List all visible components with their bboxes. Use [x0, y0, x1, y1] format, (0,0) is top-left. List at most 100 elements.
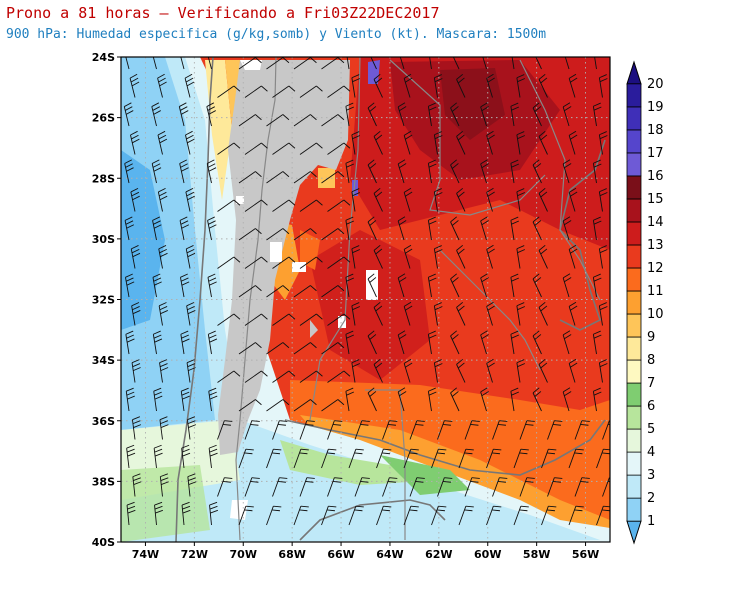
colorbar-swatch	[626, 313, 642, 338]
colorbar-label: 20	[647, 77, 664, 92]
wind-barb	[327, 256, 351, 269]
wind-barb	[126, 501, 136, 526]
wind-barb	[519, 477, 535, 497]
wind-barb	[299, 256, 323, 269]
wind-barb	[433, 188, 443, 212]
colorbar-swatch	[626, 405, 642, 430]
wind-barb	[592, 102, 602, 127]
wind-barb	[180, 57, 185, 70]
colorbar-label: 19	[647, 100, 664, 115]
wind-barb	[568, 301, 578, 326]
wind-barb	[492, 477, 508, 497]
wind-barb	[433, 302, 443, 326]
wind-barb	[598, 359, 608, 383]
wind-barb	[409, 420, 425, 440]
wind-barb	[568, 73, 578, 98]
wind-barb	[272, 477, 288, 497]
colorbar-swatch	[626, 359, 642, 384]
wind-barb	[125, 387, 135, 412]
wind-barb	[238, 448, 254, 469]
wind-barb	[574, 477, 590, 497]
wind-barb	[510, 273, 520, 298]
wind-barb	[568, 130, 578, 155]
wind-barb	[158, 302, 168, 326]
wind-barb	[266, 342, 290, 355]
wind-barb	[486, 301, 495, 326]
wind-barb	[293, 171, 317, 184]
wind-barb	[299, 85, 323, 98]
lon-tick-label: 72W	[181, 548, 208, 561]
colorbar-swatch	[626, 290, 642, 315]
wind-barb	[186, 416, 197, 440]
wind-barb	[299, 477, 315, 497]
wind-barb	[207, 216, 217, 241]
wind-barb	[130, 187, 140, 212]
colorbar-swatch	[626, 451, 642, 476]
wind-barb	[376, 505, 392, 526]
colorbar-label: 9	[647, 330, 655, 345]
wind-barb	[345, 273, 355, 298]
wind-barb	[351, 302, 361, 326]
wind-barb	[437, 420, 453, 440]
wind-barbs	[123, 57, 610, 526]
wind-barb	[321, 342, 345, 355]
wind-barb	[151, 102, 161, 127]
wind-barb	[153, 387, 163, 412]
wind-barb	[272, 256, 296, 269]
lat-tick-label: 30S	[92, 233, 115, 246]
colorbar-label: 1	[647, 514, 655, 529]
wind-barb	[266, 285, 290, 298]
wind-barb	[486, 505, 502, 526]
wind-barb	[535, 57, 542, 70]
lon-tick-label: 68W	[278, 548, 305, 561]
wind-barb	[293, 448, 309, 469]
wind-barb	[244, 420, 260, 440]
colorbar-label: 17	[647, 146, 664, 161]
wind-barb	[431, 448, 447, 469]
wind-barb	[510, 216, 520, 241]
wind-barb	[238, 285, 262, 298]
wind-barb	[125, 273, 135, 298]
wind-barb	[238, 57, 262, 70]
wind-barb	[568, 505, 584, 526]
wind-barb	[178, 102, 189, 127]
wind-barb	[568, 358, 578, 383]
wind-barb	[367, 216, 377, 241]
wind-barb	[433, 359, 443, 383]
wind-barb	[409, 477, 425, 497]
wind-barb	[456, 301, 466, 326]
wind-barb	[480, 216, 489, 241]
wind-barb	[513, 448, 529, 469]
lon-tick-label: 70W	[230, 548, 257, 561]
wind-barb	[598, 245, 608, 269]
wind-barb	[244, 477, 260, 497]
colorbar-swatch	[626, 428, 642, 453]
wind-barb	[130, 130, 140, 155]
wind-barb	[345, 102, 355, 127]
wind-barb	[321, 171, 345, 184]
wind-barb	[244, 370, 268, 383]
wind-barb	[373, 73, 383, 98]
wind-barb	[217, 142, 241, 155]
wind-barb	[513, 505, 529, 526]
wind-barb	[131, 302, 141, 326]
wind-barb	[125, 330, 135, 355]
wind-barb	[427, 387, 437, 412]
wind-barb	[541, 448, 557, 469]
wind-barb	[456, 73, 466, 98]
wind-barb	[367, 159, 377, 184]
wind-barb	[217, 256, 241, 269]
wind-barb	[266, 114, 290, 127]
wind-barb	[293, 505, 309, 526]
wind-barb	[516, 302, 526, 326]
wind-barb	[562, 330, 572, 355]
wind-barb	[345, 216, 355, 241]
colorbar-label: 14	[647, 215, 664, 230]
wind-barb	[132, 473, 142, 497]
colorbar-label: 8	[647, 353, 655, 368]
wind-barb	[562, 102, 572, 127]
map-title: Prono a 81 horas — Verificando a Fri03Z2…	[6, 4, 440, 22]
wind-barb	[293, 114, 317, 127]
wind-barb	[511, 57, 515, 70]
wind-barb	[367, 387, 377, 412]
